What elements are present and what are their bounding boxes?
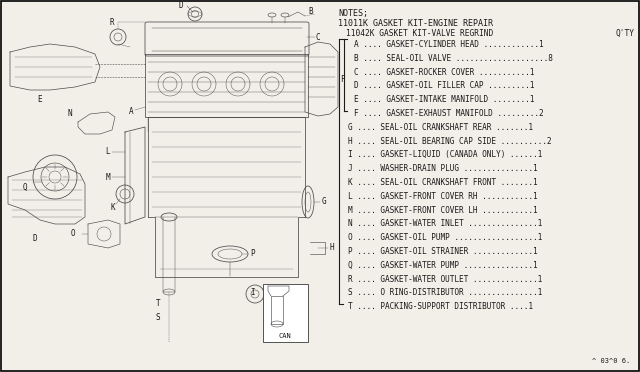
Text: L .... GASKET-FRONT COVER RH ...........1: L .... GASKET-FRONT COVER RH ...........… [348, 192, 538, 201]
Text: S .... O RING-DISTRIBUTOR ...............1: S .... O RING-DISTRIBUTOR ..............… [348, 288, 542, 297]
Text: CAN: CAN [278, 333, 291, 339]
Text: O .... GASKET-OIL PUMP ..................1: O .... GASKET-OIL PUMP .................… [348, 233, 542, 242]
Text: G .... SEAL-OIL CRANKSHAFT REAR .......1: G .... SEAL-OIL CRANKSHAFT REAR .......1 [348, 123, 533, 132]
Text: M: M [106, 173, 110, 182]
Text: F: F [340, 76, 344, 84]
Text: B .... SEAL-OIL VALVE ....................8: B .... SEAL-OIL VALVE ..................… [354, 54, 553, 63]
Text: M .... GASKET-FRONT COVER LH ...........1: M .... GASKET-FRONT COVER LH ...........… [348, 206, 538, 215]
Text: D .... GASKET-OIL FILLER CAP .........1: D .... GASKET-OIL FILLER CAP .........1 [354, 81, 534, 90]
Text: K .... SEAL-OIL CRANKSHAFT FRONT .......1: K .... SEAL-OIL CRANKSHAFT FRONT .......… [348, 178, 538, 187]
Text: E .... GASKET-INTAKE MANIFOLD ........1: E .... GASKET-INTAKE MANIFOLD ........1 [354, 95, 534, 104]
Text: 11042K GASKET KIT-VALVE REGRIND: 11042K GASKET KIT-VALVE REGRIND [346, 29, 493, 38]
Text: J .... WASHER-DRAIN PLUG ...............1: J .... WASHER-DRAIN PLUG ...............… [348, 164, 538, 173]
Text: Q .... GASKET-WATER PUMP ...............1: Q .... GASKET-WATER PUMP ...............… [348, 261, 538, 270]
Text: P .... GASKET-OIL STRAINER .............1: P .... GASKET-OIL STRAINER .............… [348, 247, 538, 256]
Text: K: K [111, 202, 115, 212]
Text: R .... GASKET-WATER OUTLET ..............1: R .... GASKET-WATER OUTLET .............… [348, 275, 542, 283]
Text: B: B [308, 7, 312, 16]
Bar [271, 296, 283, 324]
Text: N: N [67, 109, 72, 119]
Text: Q'TY: Q'TY [615, 29, 634, 38]
Text: I: I [250, 288, 255, 297]
Text: O: O [70, 230, 75, 238]
Text: C .... GASKET-ROCKER COVER ...........1: C .... GASKET-ROCKER COVER ...........1 [354, 68, 534, 77]
Text: ^ 03^0 6.: ^ 03^0 6. [592, 358, 630, 364]
Text: D: D [33, 234, 37, 243]
Text: H .... SEAL-OIL BEARING CAP SIDE ..........2: H .... SEAL-OIL BEARING CAP SIDE .......… [348, 137, 552, 145]
Bar [263, 284, 308, 342]
Text: C: C [316, 32, 321, 42]
Text: N .... GASKET-WATER INLET ...............1: N .... GASKET-WATER INLET ..............… [348, 219, 542, 228]
Text: 11011K GASKET KIT-ENGINE REPAIR: 11011K GASKET KIT-ENGINE REPAIR [338, 19, 493, 28]
Text: G: G [322, 198, 326, 206]
Text: S: S [156, 312, 160, 321]
Text: Q: Q [22, 183, 28, 192]
Text: A .... GASKET-CYLINDER HEAD ............1: A .... GASKET-CYLINDER HEAD ............… [354, 40, 543, 49]
Text: L: L [106, 148, 110, 157]
Text: R: R [109, 18, 115, 27]
Text: F .... GASKET-EXHAUST MANIFOLD .........2: F .... GASKET-EXHAUST MANIFOLD .........… [354, 109, 543, 118]
Text: T: T [156, 299, 160, 308]
Text: D: D [179, 0, 183, 10]
Text: NOTES;: NOTES; [338, 9, 368, 18]
Text: I .... GASKET-LIQUID (CANADA ONLY) ......1: I .... GASKET-LIQUID (CANADA ONLY) .....… [348, 150, 542, 159]
Text: T .... PACKING-SUPPORT DISTRIBUTOR ....1: T .... PACKING-SUPPORT DISTRIBUTOR ....1 [348, 302, 533, 311]
Text: H: H [330, 244, 335, 253]
Text: P: P [250, 250, 255, 259]
Text: A: A [129, 106, 133, 115]
Text: E: E [38, 95, 42, 104]
